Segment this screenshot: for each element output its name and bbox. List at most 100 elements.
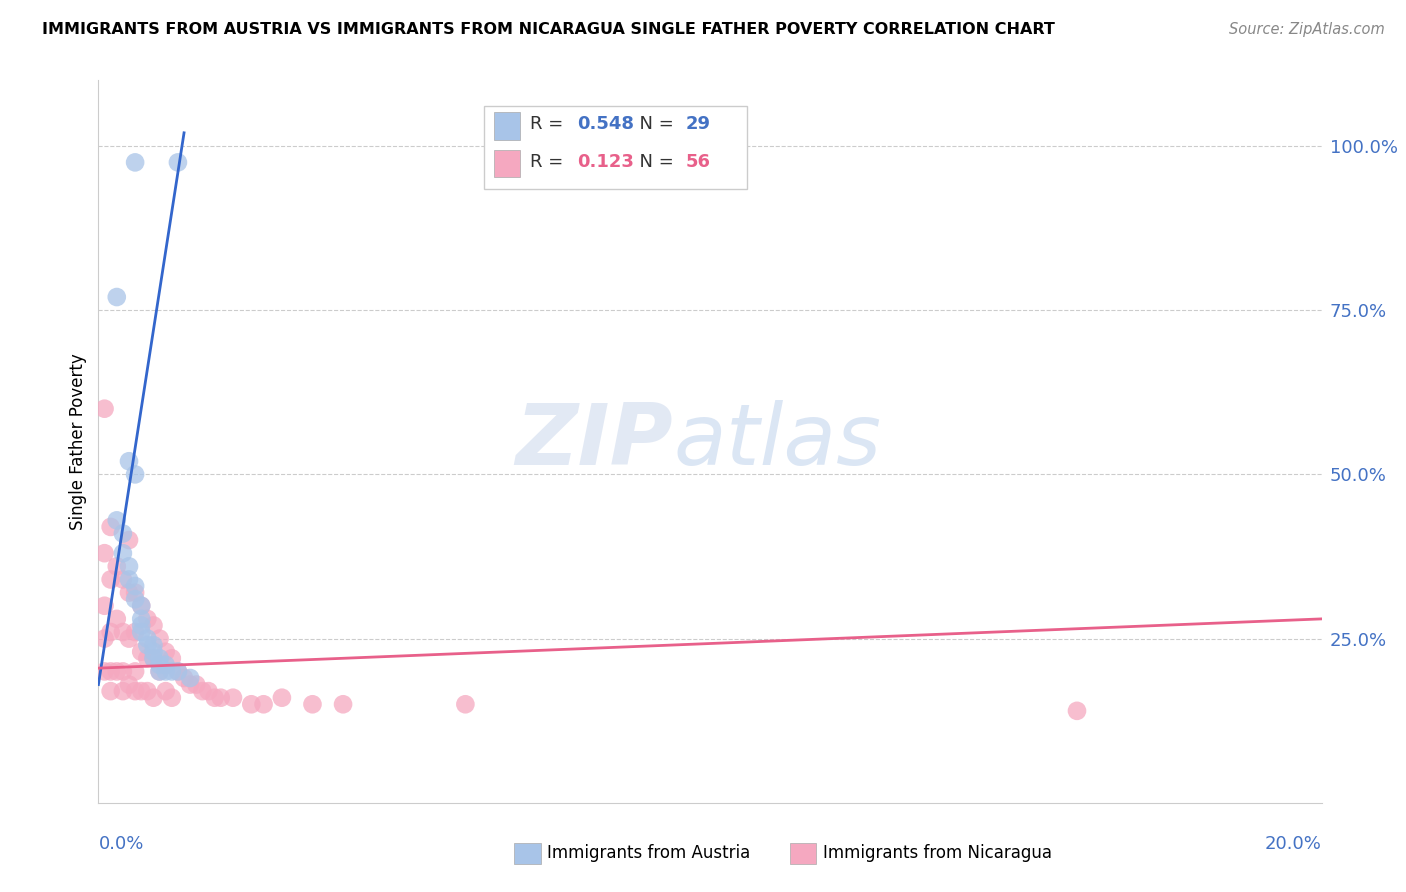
Point (136, 651, 159, 665)
Point (167, 665, 190, 679)
Point (124, 467, 146, 482)
Text: R =: R = (530, 153, 575, 171)
Point (149, 632, 172, 646)
Point (136, 632, 159, 646)
Point (222, 690, 245, 705)
Point (186, 677, 208, 691)
Text: N =: N = (628, 115, 679, 133)
Point (118, 632, 141, 646)
Point (142, 651, 165, 665)
Text: 29: 29 (686, 115, 710, 133)
Point (270, 690, 292, 705)
FancyBboxPatch shape (484, 105, 747, 189)
Point (149, 665, 172, 679)
Text: IMMIGRANTS FROM AUSTRIA VS IMMIGRANTS FROM NICARAGUA SINGLE FATHER POVERTY CORRE: IMMIGRANTS FROM AUSTRIA VS IMMIGRANTS FR… (42, 22, 1054, 37)
Text: 56: 56 (686, 153, 710, 171)
Point (136, 612, 159, 626)
Point (105, 559, 128, 574)
Bar (494, 150, 520, 178)
Point (142, 618, 165, 632)
Point (118, 454, 141, 468)
Text: 20.0%: 20.0% (1265, 835, 1322, 854)
Point (155, 665, 177, 679)
Point (118, 573, 141, 587)
Point (124, 579, 146, 593)
Point (129, 684, 152, 698)
Point (454, 698, 477, 712)
Point (136, 638, 159, 652)
Point (111, 546, 134, 560)
Point (105, 665, 128, 679)
Point (149, 651, 172, 665)
Y-axis label: Single Father Poverty: Single Father Poverty (69, 353, 87, 530)
Point (167, 155, 190, 169)
Point (160, 690, 183, 705)
Point (100, 625, 122, 640)
Point (118, 585, 141, 599)
Point (142, 645, 165, 659)
Point (93, 401, 115, 416)
Point (209, 690, 232, 705)
Point (93, 665, 115, 679)
Text: Immigrants from Nicaragua: Immigrants from Nicaragua (823, 845, 1052, 863)
Point (160, 665, 183, 679)
Point (129, 612, 152, 626)
Text: N =: N = (628, 153, 679, 171)
Point (124, 155, 146, 169)
Bar (515, 843, 541, 864)
Point (111, 684, 134, 698)
Point (105, 513, 128, 527)
Point (142, 638, 165, 652)
Point (100, 665, 122, 679)
Text: ZIP: ZIP (516, 400, 673, 483)
Text: R =: R = (530, 115, 569, 133)
Point (124, 684, 146, 698)
Point (93, 546, 115, 560)
Point (105, 290, 128, 304)
Point (155, 684, 177, 698)
Bar (494, 112, 520, 139)
Point (118, 559, 141, 574)
Point (191, 684, 214, 698)
Point (105, 612, 128, 626)
Point (93, 632, 115, 646)
Text: 0.123: 0.123 (576, 153, 634, 171)
Point (252, 698, 274, 712)
Point (93, 599, 115, 613)
Point (173, 671, 195, 685)
Point (124, 592, 146, 607)
Point (129, 645, 152, 659)
Text: atlas: atlas (673, 400, 882, 483)
Bar (790, 843, 817, 864)
Point (179, 671, 201, 685)
Point (155, 657, 177, 672)
Point (100, 520, 122, 534)
Point (1066, 704, 1088, 718)
Point (124, 585, 146, 599)
Point (136, 684, 159, 698)
Point (149, 665, 172, 679)
Point (100, 573, 122, 587)
Point (129, 599, 152, 613)
Point (118, 677, 141, 691)
Point (160, 651, 183, 665)
Point (167, 665, 190, 679)
Point (179, 677, 201, 691)
Point (129, 618, 152, 632)
Point (155, 645, 177, 659)
Point (332, 698, 354, 712)
Point (124, 625, 146, 640)
Point (111, 526, 134, 541)
Point (142, 690, 165, 705)
Point (129, 625, 152, 640)
Point (111, 665, 134, 679)
Text: 0.548: 0.548 (576, 115, 634, 133)
Point (129, 599, 152, 613)
Point (100, 684, 122, 698)
Point (124, 665, 146, 679)
Point (111, 625, 134, 640)
Point (240, 698, 263, 712)
Text: 0.0%: 0.0% (98, 835, 143, 854)
Point (149, 657, 172, 672)
Point (118, 533, 141, 547)
